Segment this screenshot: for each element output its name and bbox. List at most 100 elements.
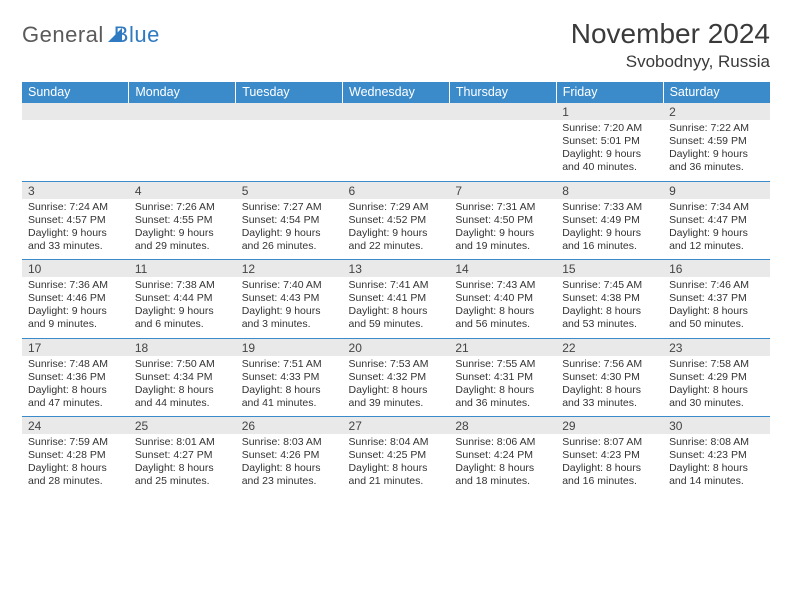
sunset-text: Sunset: 4:57 PM: [28, 214, 123, 227]
calendar-cell: 28Sunrise: 8:06 AMSunset: 4:24 PMDayligh…: [449, 417, 556, 495]
sunrise-text: Sunrise: 8:06 AM: [455, 436, 550, 449]
day-number: 29: [556, 417, 663, 434]
day-body: [129, 120, 236, 178]
sunset-text: Sunset: 4:26 PM: [242, 449, 337, 462]
header: General Blue November 2024 Svobodnyy, Ru…: [22, 18, 770, 72]
sunset-text: Sunset: 4:41 PM: [349, 292, 444, 305]
day-body: Sunrise: 7:41 AMSunset: 4:41 PMDaylight:…: [343, 277, 450, 338]
day-body: [236, 120, 343, 178]
daylight-text: Daylight: 9 hours and 16 minutes.: [562, 227, 657, 253]
day-body: Sunrise: 7:59 AMSunset: 4:28 PMDaylight:…: [22, 434, 129, 495]
calendar-cell: 6Sunrise: 7:29 AMSunset: 4:52 PMDaylight…: [343, 181, 450, 260]
daylight-text: Daylight: 8 hours and 47 minutes.: [28, 384, 123, 410]
daylight-text: Daylight: 9 hours and 36 minutes.: [669, 148, 764, 174]
day-number: 4: [129, 182, 236, 199]
day-number: 6: [343, 182, 450, 199]
sunrise-text: Sunrise: 7:27 AM: [242, 201, 337, 214]
calendar-cell: [22, 103, 129, 182]
sunset-text: Sunset: 4:30 PM: [562, 371, 657, 384]
daylight-text: Daylight: 9 hours and 26 minutes.: [242, 227, 337, 253]
sunrise-text: Sunrise: 7:38 AM: [135, 279, 230, 292]
day-body: Sunrise: 8:01 AMSunset: 4:27 PMDaylight:…: [129, 434, 236, 495]
sunrise-text: Sunrise: 7:22 AM: [669, 122, 764, 135]
sunrise-text: Sunrise: 7:20 AM: [562, 122, 657, 135]
calendar-cell: 7Sunrise: 7:31 AMSunset: 4:50 PMDaylight…: [449, 181, 556, 260]
day-number: 27: [343, 417, 450, 434]
day-body: Sunrise: 7:53 AMSunset: 4:32 PMDaylight:…: [343, 356, 450, 417]
day-body: Sunrise: 7:33 AMSunset: 4:49 PMDaylight:…: [556, 199, 663, 260]
sunset-text: Sunset: 4:36 PM: [28, 371, 123, 384]
calendar-cell: 3Sunrise: 7:24 AMSunset: 4:57 PMDaylight…: [22, 181, 129, 260]
sunset-text: Sunset: 4:23 PM: [562, 449, 657, 462]
sunrise-text: Sunrise: 7:43 AM: [455, 279, 550, 292]
day-number: 8: [556, 182, 663, 199]
sunset-text: Sunset: 4:49 PM: [562, 214, 657, 227]
calendar-cell: 21Sunrise: 7:55 AMSunset: 4:31 PMDayligh…: [449, 338, 556, 417]
calendar-body: 1Sunrise: 7:20 AMSunset: 5:01 PMDaylight…: [22, 103, 770, 495]
calendar-week: 17Sunrise: 7:48 AMSunset: 4:36 PMDayligh…: [22, 338, 770, 417]
sunrise-text: Sunrise: 7:36 AM: [28, 279, 123, 292]
day-number: 14: [449, 260, 556, 277]
weekday-header: Tuesday: [236, 82, 343, 103]
sunrise-text: Sunrise: 7:40 AM: [242, 279, 337, 292]
sunrise-text: Sunrise: 7:41 AM: [349, 279, 444, 292]
day-number: 10: [22, 260, 129, 277]
day-number: 5: [236, 182, 343, 199]
day-body: Sunrise: 7:50 AMSunset: 4:34 PMDaylight:…: [129, 356, 236, 417]
logo-text-1: General: [22, 22, 104, 48]
day-body: Sunrise: 8:04 AMSunset: 4:25 PMDaylight:…: [343, 434, 450, 495]
day-number: 30: [663, 417, 770, 434]
day-body: Sunrise: 7:27 AMSunset: 4:54 PMDaylight:…: [236, 199, 343, 260]
day-number: [22, 103, 129, 120]
sunset-text: Sunset: 4:43 PM: [242, 292, 337, 305]
weekday-header: Sunday: [22, 82, 129, 103]
location-subtitle: Svobodnyy, Russia: [571, 52, 770, 72]
daylight-text: Daylight: 8 hours and 25 minutes.: [135, 462, 230, 488]
day-body: Sunrise: 7:46 AMSunset: 4:37 PMDaylight:…: [663, 277, 770, 338]
daylight-text: Daylight: 8 hours and 50 minutes.: [669, 305, 764, 331]
day-number: 28: [449, 417, 556, 434]
sunrise-text: Sunrise: 7:26 AM: [135, 201, 230, 214]
sunrise-text: Sunrise: 7:48 AM: [28, 358, 123, 371]
calendar-cell: [129, 103, 236, 182]
daylight-text: Daylight: 9 hours and 33 minutes.: [28, 227, 123, 253]
calendar-cell: 12Sunrise: 7:40 AMSunset: 4:43 PMDayligh…: [236, 260, 343, 339]
day-body: Sunrise: 8:08 AMSunset: 4:23 PMDaylight:…: [663, 434, 770, 495]
sunset-text: Sunset: 4:59 PM: [669, 135, 764, 148]
daylight-text: Daylight: 8 hours and 41 minutes.: [242, 384, 337, 410]
calendar-week: 3Sunrise: 7:24 AMSunset: 4:57 PMDaylight…: [22, 181, 770, 260]
day-number: 15: [556, 260, 663, 277]
calendar-cell: 26Sunrise: 8:03 AMSunset: 4:26 PMDayligh…: [236, 417, 343, 495]
day-number: 2: [663, 103, 770, 120]
sunrise-text: Sunrise: 8:03 AM: [242, 436, 337, 449]
daylight-text: Daylight: 8 hours and 59 minutes.: [349, 305, 444, 331]
sunset-text: Sunset: 4:28 PM: [28, 449, 123, 462]
sunrise-text: Sunrise: 7:58 AM: [669, 358, 764, 371]
calendar-cell: 1Sunrise: 7:20 AMSunset: 5:01 PMDaylight…: [556, 103, 663, 182]
day-body: Sunrise: 7:58 AMSunset: 4:29 PMDaylight:…: [663, 356, 770, 417]
sunrise-text: Sunrise: 7:31 AM: [455, 201, 550, 214]
daylight-text: Daylight: 9 hours and 6 minutes.: [135, 305, 230, 331]
sunrise-text: Sunrise: 8:04 AM: [349, 436, 444, 449]
daylight-text: Daylight: 9 hours and 12 minutes.: [669, 227, 764, 253]
day-body: Sunrise: 7:26 AMSunset: 4:55 PMDaylight:…: [129, 199, 236, 260]
daylight-text: Daylight: 8 hours and 23 minutes.: [242, 462, 337, 488]
calendar-cell: 17Sunrise: 7:48 AMSunset: 4:36 PMDayligh…: [22, 338, 129, 417]
calendar-cell: 9Sunrise: 7:34 AMSunset: 4:47 PMDaylight…: [663, 181, 770, 260]
calendar-cell: 4Sunrise: 7:26 AMSunset: 4:55 PMDaylight…: [129, 181, 236, 260]
sunrise-text: Sunrise: 8:07 AM: [562, 436, 657, 449]
calendar-cell: 13Sunrise: 7:41 AMSunset: 4:41 PMDayligh…: [343, 260, 450, 339]
daylight-text: Daylight: 8 hours and 28 minutes.: [28, 462, 123, 488]
calendar-cell: 22Sunrise: 7:56 AMSunset: 4:30 PMDayligh…: [556, 338, 663, 417]
day-body: Sunrise: 7:22 AMSunset: 4:59 PMDaylight:…: [663, 120, 770, 181]
calendar-cell: 23Sunrise: 7:58 AMSunset: 4:29 PMDayligh…: [663, 338, 770, 417]
calendar-cell: 16Sunrise: 7:46 AMSunset: 4:37 PMDayligh…: [663, 260, 770, 339]
day-number: 3: [22, 182, 129, 199]
day-number: 21: [449, 339, 556, 356]
day-number: 19: [236, 339, 343, 356]
daylight-text: Daylight: 8 hours and 44 minutes.: [135, 384, 230, 410]
day-body: Sunrise: 7:29 AMSunset: 4:52 PMDaylight:…: [343, 199, 450, 260]
day-number: 25: [129, 417, 236, 434]
day-body: Sunrise: 7:34 AMSunset: 4:47 PMDaylight:…: [663, 199, 770, 260]
sunset-text: Sunset: 4:32 PM: [349, 371, 444, 384]
